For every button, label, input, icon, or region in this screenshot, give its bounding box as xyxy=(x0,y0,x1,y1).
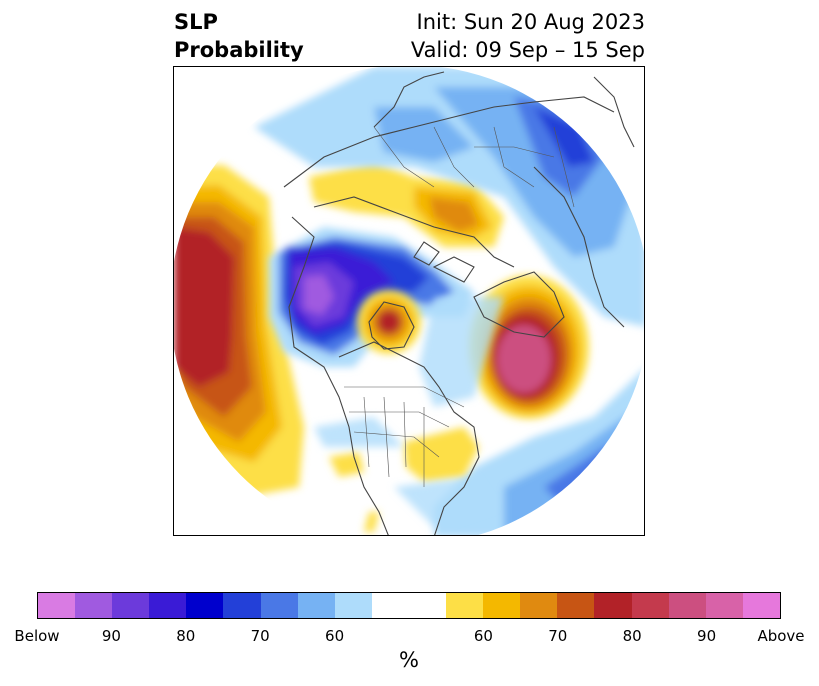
colorbar-segment xyxy=(557,593,595,618)
colorbar-tick-label: 60 xyxy=(473,627,493,645)
colorbar-segment xyxy=(260,593,298,618)
title-slp: SLP xyxy=(174,10,218,34)
colorbar-segment xyxy=(446,593,484,618)
region-western-canada xyxy=(269,227,474,367)
title-probability: Probability xyxy=(174,38,304,62)
colorbar-unit: % xyxy=(399,648,419,672)
init-date: Init: Sun 20 Aug 2023 xyxy=(416,10,645,34)
region-siberia xyxy=(309,162,504,247)
colorbar-segment xyxy=(483,593,521,618)
colorbar-segment xyxy=(631,593,669,618)
colorbar-segment xyxy=(223,593,261,618)
region-north-pacific xyxy=(174,165,304,497)
probability-map xyxy=(173,66,645,536)
colorbar-segment xyxy=(705,593,743,618)
colorbar-segment xyxy=(334,593,372,618)
colorbar-segment xyxy=(668,593,706,618)
map-date-info: Init: Sun 20 Aug 2023 Valid: 09 Sep – 15… xyxy=(411,8,645,64)
colorbar-tick-label: Below xyxy=(14,627,60,645)
colorbar-segment xyxy=(112,593,150,618)
colorbar-tick-label: Above xyxy=(757,627,805,645)
borders xyxy=(344,126,575,487)
colorbar-tick-label: 80 xyxy=(176,627,196,645)
coastlines xyxy=(283,71,635,535)
colorbar-segment xyxy=(594,593,632,618)
colorbar-segment xyxy=(149,593,187,618)
colorbar-segment xyxy=(371,593,409,618)
colorbar-segment xyxy=(520,593,558,618)
colorbar-tick-label: 70 xyxy=(548,627,568,645)
colorbar-tick-label: 70 xyxy=(250,627,270,645)
region-light-blue-bands xyxy=(314,297,504,527)
colorbar-tick-label: 60 xyxy=(325,627,345,645)
colorbar-tick-label: 90 xyxy=(101,627,121,645)
valid-range: Valid: 09 Sep – 15 Sep xyxy=(410,38,645,62)
colorbar xyxy=(37,592,781,619)
colorbar-segment xyxy=(38,593,76,618)
probability-fields xyxy=(174,67,644,535)
colorbar-segment xyxy=(742,593,780,618)
region-eastern-us xyxy=(329,427,479,532)
colorbar-tick-label: 80 xyxy=(622,627,642,645)
colorbar-segment xyxy=(186,593,224,618)
colorbar-segment xyxy=(408,593,447,618)
colorbar-tick-label: 90 xyxy=(697,627,717,645)
polar-map xyxy=(174,67,644,535)
map-title: SLP Probability xyxy=(174,8,304,64)
colorbar-segment xyxy=(75,593,113,618)
colorbar-segment xyxy=(297,593,335,618)
